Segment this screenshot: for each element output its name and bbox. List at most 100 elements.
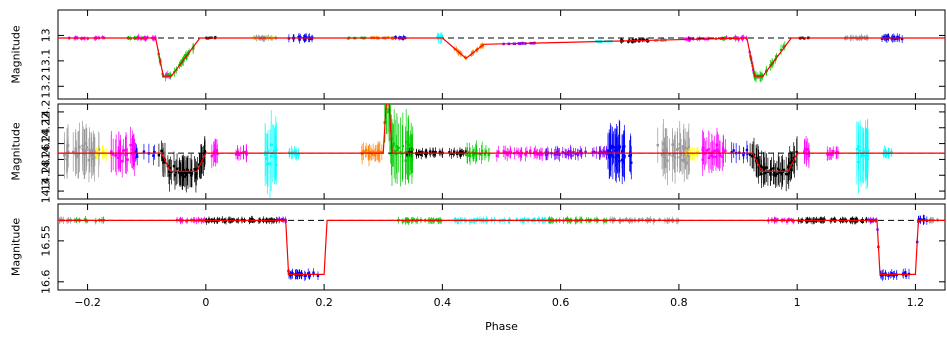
data-point — [218, 218, 221, 221]
data-point — [765, 166, 768, 169]
data-point — [790, 160, 793, 164]
data-point — [592, 150, 596, 153]
data-point — [202, 159, 205, 162]
data-point — [835, 151, 839, 154]
data-point — [684, 153, 687, 156]
data-point — [567, 153, 570, 156]
data-point — [584, 150, 587, 154]
data-point — [242, 150, 245, 154]
data-point — [420, 153, 423, 156]
data-point — [308, 274, 311, 277]
data-point — [617, 147, 621, 151]
data-point — [557, 152, 560, 156]
data-point — [656, 143, 659, 147]
data-point — [296, 152, 300, 156]
data-point — [304, 274, 307, 278]
data-point — [468, 220, 472, 223]
data-point — [250, 218, 253, 221]
data-point — [394, 149, 397, 153]
data-point — [203, 150, 207, 154]
data-point — [266, 162, 270, 165]
data-point — [109, 153, 112, 157]
data-point — [859, 155, 863, 158]
data-point — [414, 219, 418, 223]
y-tick-label: 13 — [40, 28, 53, 42]
data-point — [142, 150, 146, 153]
data-point — [94, 219, 97, 223]
data-point — [759, 164, 762, 168]
data-point — [293, 150, 296, 153]
y-axis-label: Magnitude — [10, 122, 23, 181]
data-point — [164, 75, 167, 79]
y-tick-label: 14.26 — [40, 144, 53, 176]
data-point — [533, 150, 536, 154]
data-point — [407, 143, 410, 146]
data-point — [602, 150, 605, 153]
data-point — [172, 164, 176, 168]
data-point — [435, 218, 438, 221]
data-point — [215, 150, 219, 153]
data-point — [152, 154, 155, 157]
data-point — [826, 153, 830, 157]
data-point — [450, 152, 453, 156]
data-point — [63, 154, 66, 157]
data-point — [623, 154, 626, 158]
data-point — [841, 219, 845, 223]
data-point — [507, 220, 511, 223]
data-point — [713, 149, 716, 152]
data-point — [539, 151, 543, 154]
data-point — [565, 152, 568, 156]
data-point — [166, 73, 169, 76]
data-point — [65, 157, 68, 161]
data-point — [606, 151, 610, 154]
data-point — [774, 218, 778, 221]
data-point — [205, 220, 208, 223]
data-point — [709, 154, 712, 157]
data-point — [755, 161, 758, 164]
data-point — [689, 152, 692, 155]
data-point — [616, 153, 620, 157]
data-point — [799, 219, 803, 223]
data-point — [572, 151, 575, 154]
data-point — [401, 220, 404, 223]
data-point — [804, 148, 808, 151]
data-point — [273, 154, 276, 158]
data-point — [169, 166, 172, 170]
data-point — [856, 37, 859, 41]
data-point — [618, 219, 622, 223]
data-point — [615, 145, 618, 149]
data-point — [294, 152, 297, 155]
data-point — [745, 148, 749, 152]
data-point — [428, 150, 432, 153]
data-point — [263, 153, 267, 156]
data-point — [742, 153, 745, 157]
data-point — [884, 272, 887, 275]
data-point — [682, 144, 685, 148]
data-point — [468, 154, 471, 157]
data-point — [456, 152, 459, 155]
data-point — [300, 272, 303, 275]
data-point — [870, 220, 873, 223]
data-point — [66, 154, 69, 158]
data-point — [750, 155, 754, 158]
data-point — [787, 172, 790, 175]
data-point — [312, 271, 315, 274]
data-point — [399, 150, 402, 154]
y-tick-label: 16.6 — [40, 270, 53, 295]
data-point — [114, 154, 117, 157]
data-point — [569, 150, 572, 153]
data-point — [438, 150, 442, 154]
data-point — [408, 150, 411, 154]
data-point — [101, 36, 104, 39]
data-point — [133, 150, 136, 154]
data-point — [754, 76, 758, 79]
data-point — [769, 171, 772, 174]
data-point — [83, 152, 86, 156]
data-point — [696, 150, 700, 153]
data-point — [772, 173, 775, 176]
data-point — [392, 144, 395, 147]
data-point — [682, 147, 686, 150]
data-point — [777, 167, 780, 170]
data-point — [710, 153, 714, 156]
